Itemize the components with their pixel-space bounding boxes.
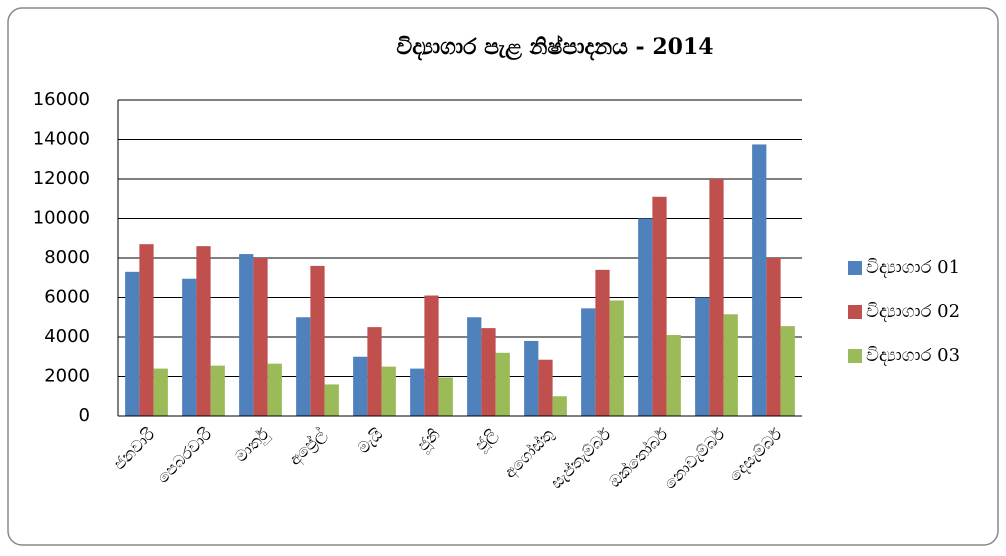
- bar: [253, 258, 268, 416]
- legend-label: විද්‍යාගාර 02: [866, 301, 960, 322]
- y-tick-label: 4000: [44, 326, 90, 347]
- bar: [723, 314, 738, 416]
- bar: [125, 271, 140, 416]
- bar: [296, 317, 311, 416]
- bar: [709, 179, 724, 416]
- legend-swatch: [848, 305, 862, 319]
- bar: [780, 326, 795, 416]
- bar: [638, 218, 653, 416]
- y-tick-label: 8000: [44, 247, 90, 268]
- bar: [438, 377, 453, 416]
- bar: [210, 365, 225, 416]
- bar: [196, 246, 211, 416]
- legend-label: විද්‍යාගාර 01: [866, 257, 960, 278]
- y-tick-label: 2000: [44, 366, 90, 387]
- bar: [595, 269, 610, 416]
- y-tick-label: 16000: [33, 89, 90, 110]
- bar: [552, 396, 567, 416]
- bar: [752, 144, 767, 416]
- bar: [310, 265, 325, 416]
- bar: [481, 328, 496, 416]
- bar: [581, 308, 596, 416]
- bar: [538, 359, 553, 416]
- bar: [424, 295, 439, 416]
- bar: [495, 352, 510, 416]
- bar: [467, 317, 482, 416]
- bar: [524, 340, 539, 416]
- bar: [267, 363, 282, 416]
- bar: [324, 384, 339, 416]
- legend-swatch: [848, 261, 862, 275]
- bar: [381, 366, 396, 416]
- bar: [609, 300, 624, 416]
- bar: [139, 244, 154, 416]
- bar: [353, 356, 368, 416]
- bar: [666, 335, 681, 416]
- bar: [766, 258, 781, 416]
- bar: [153, 368, 168, 416]
- chart-title: විද්‍යාගාර පැළ නිෂ්පාදනය - 2014: [396, 34, 713, 61]
- y-tick-label: 14000: [33, 129, 90, 150]
- bar: [367, 327, 382, 416]
- bar: [239, 254, 254, 416]
- bar: [182, 278, 197, 416]
- y-tick-label: 6000: [44, 287, 90, 308]
- bar: [695, 297, 710, 416]
- legend-label: විද්‍යාගාර 03: [866, 345, 960, 366]
- y-tick-label: 0: [79, 405, 90, 426]
- y-tick-label: 10000: [33, 208, 90, 229]
- bar: [410, 368, 425, 416]
- y-tick-label: 12000: [33, 168, 90, 189]
- bar: [652, 196, 667, 416]
- legend-swatch: [848, 349, 862, 363]
